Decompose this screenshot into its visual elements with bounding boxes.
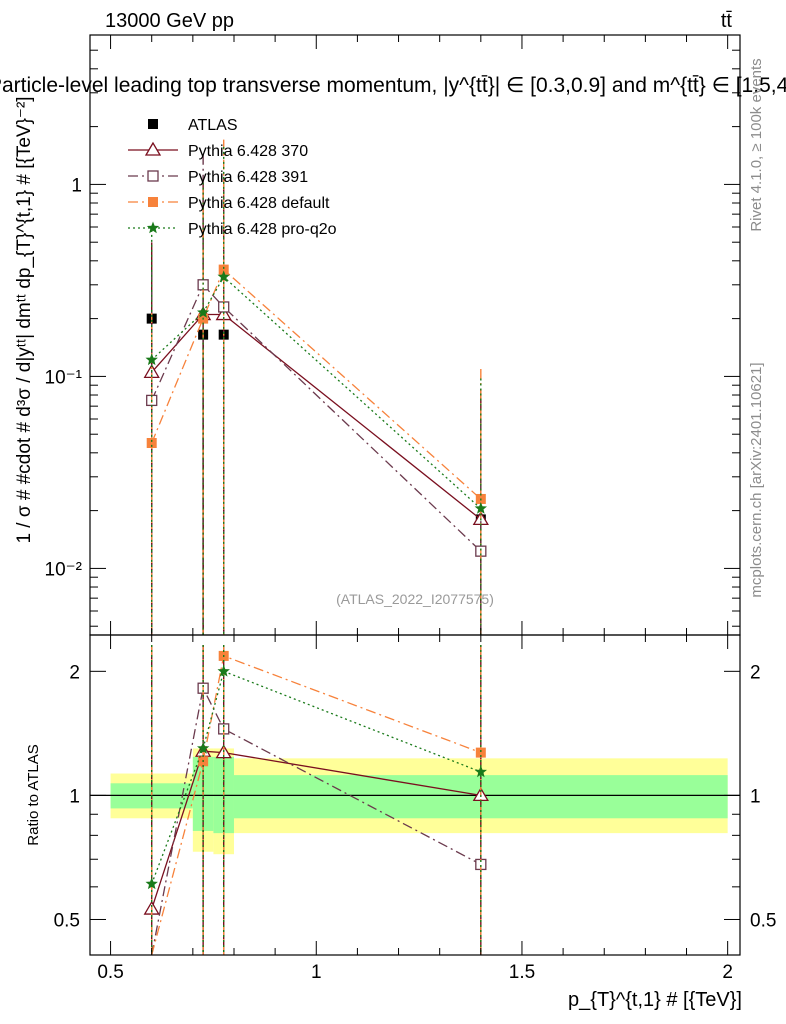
ratio-panel (90, 645, 740, 956)
legend-entry: Pythia 6.428 391 (128, 169, 308, 186)
ratio-y-tick-label-right: 1 (750, 786, 761, 807)
x-tick-label: 2 (722, 962, 733, 983)
mcplots-label: mcplots.cern.ch [arXiv:2401.10621] (748, 362, 765, 597)
legend-entry: ATLAS (148, 117, 238, 134)
ratio-y-tick-label-left: 1 (69, 786, 80, 807)
ratio-point (145, 877, 158, 890)
mc-point (197, 306, 210, 318)
legend-marker (148, 119, 158, 129)
ratio-y-tick-label-right: 2 (750, 662, 761, 683)
legend-entry: Pythia 6.428 default (128, 195, 330, 212)
legend-marker (147, 170, 159, 182)
legend-label: Pythia 6.428 default (188, 195, 330, 212)
legend-label: ATLAS (188, 117, 238, 134)
mc-point (217, 270, 230, 283)
y-axis-label-ratio: Ratio to ATLAS (25, 744, 42, 845)
ratio-point (217, 664, 230, 677)
process-label: tt̄ (721, 10, 733, 32)
y-tick-label: 1 (71, 175, 82, 196)
legend-label: Pythia 6.428 370 (188, 143, 308, 160)
x-axis-label: p_{T}^{t,1} # [{TeV}] (568, 989, 742, 1011)
ratio-y-tick-label-right: 0.5 (750, 910, 776, 931)
mc-point (146, 437, 157, 448)
legend-marker (148, 197, 158, 207)
ratio-series-line (151, 750, 481, 910)
y-axis-label-main: 1 / σ # #cdot # d³σ / d|yᵗᵗ| dmᵗᵗ dp_{T}… (14, 96, 35, 543)
ratio-point (475, 747, 486, 758)
mc-point (474, 502, 487, 514)
ratio-y-tick-label-left: 0.5 (54, 910, 80, 931)
y-tick-label: 10⁻¹ (45, 367, 83, 388)
legend-label: Pythia 6.428 pro-q2o (188, 221, 337, 238)
energy-label: 13000 GeV pp (105, 10, 234, 32)
x-tick-label: 1 (311, 962, 322, 983)
legend: ATLAS Pythia 6.428 370 Pythia 6.428 391 Pyt… (128, 117, 337, 238)
main-panel (143, 139, 489, 635)
x-tick-label: 0.5 (97, 962, 123, 983)
y-tick-label: 10⁻² (45, 559, 83, 580)
analysis-watermark: (ATLAS_2022_I2077575) (336, 591, 494, 607)
mc-series-line (151, 283, 482, 552)
mc-point (145, 353, 158, 366)
rivet-version-label: Rivet 4.1.0, ≥ 100k events (748, 58, 765, 231)
ratio-point (197, 741, 210, 754)
legend-marker (146, 221, 160, 234)
legend-entry: Pythia 6.428 370 (128, 141, 308, 160)
mc-point (218, 264, 229, 275)
legend-label: Pythia 6.428 391 (188, 169, 308, 186)
mc-series-line (151, 275, 482, 510)
legend-entry: Pythia 6.428 pro-q2o (128, 221, 337, 238)
ratio-point (474, 765, 487, 778)
mc-series-line (151, 313, 482, 520)
axis-ticks: 0.5 1 1.5 2 10⁻² 10⁻¹ 1 0.5 0.5 1 1 2 2 (45, 34, 776, 983)
x-tick-label: 1.5 (509, 962, 535, 983)
ratio-y-tick-label-left: 2 (69, 662, 80, 683)
plot-title: Particle-level leading top transverse mo… (0, 74, 786, 97)
legend-marker (144, 141, 162, 156)
